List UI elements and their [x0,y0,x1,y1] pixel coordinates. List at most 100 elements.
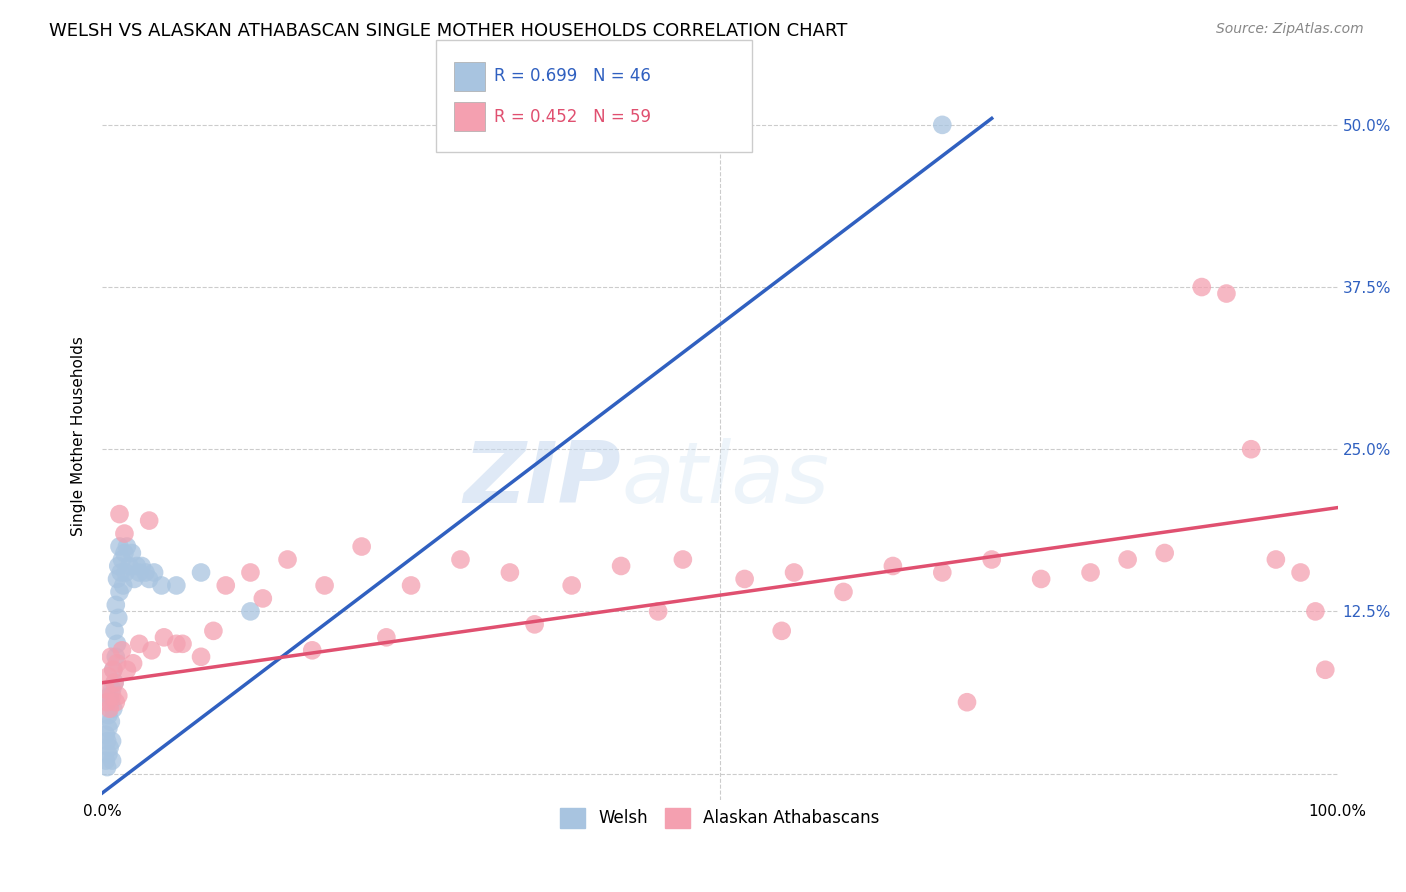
Y-axis label: Single Mother Households: Single Mother Households [72,336,86,536]
Point [96,734,118,748]
Point [122,657,145,671]
Point [101,682,124,697]
Point [1153,546,1175,560]
Point [523,617,546,632]
Point [350,540,373,554]
Point [114,546,136,560]
Point [104,598,127,612]
Point [98,702,121,716]
Point [138,572,160,586]
Point [100,649,122,664]
Point [98,740,121,755]
Point [94,682,117,697]
Point [190,649,212,664]
Text: R = 0.452   N = 59: R = 0.452 N = 59 [494,108,651,126]
Point [252,591,274,606]
Point [239,566,262,580]
Point [96,695,118,709]
Point [103,663,125,677]
Point [141,643,163,657]
Point [97,721,120,735]
Point [734,572,756,586]
Point [153,631,176,645]
Point [128,637,150,651]
Point [100,695,122,709]
Point [1080,566,1102,580]
Point [118,559,141,574]
Point [190,566,212,580]
Point [108,507,131,521]
Point [980,552,1002,566]
Point [215,578,238,592]
Point [165,578,187,592]
Point [1289,566,1312,580]
Point [94,754,117,768]
Text: atlas: atlas [621,438,830,521]
Point [1116,552,1139,566]
Point [101,754,124,768]
Point [301,643,323,657]
Point [111,552,134,566]
Point [115,663,138,677]
Legend: Welsh, Alaskan Athabascans: Welsh, Alaskan Athabascans [554,801,886,835]
Text: Source: ZipAtlas.com: Source: ZipAtlas.com [1216,22,1364,37]
Point [121,546,143,560]
Point [138,514,160,528]
Point [101,734,124,748]
Point [1264,552,1286,566]
Point [111,643,134,657]
Point [770,624,793,638]
Point [107,559,129,574]
Point [124,572,146,586]
Point [956,695,979,709]
Point [97,669,120,683]
Point [882,559,904,574]
Point [1305,604,1327,618]
Point [105,637,128,651]
Point [104,695,127,709]
Point [647,604,669,618]
Point [150,578,173,592]
Point [107,611,129,625]
Point [165,637,187,651]
Text: R = 0.699   N = 46: R = 0.699 N = 46 [494,67,651,85]
Point [1029,572,1052,586]
Point [104,649,127,664]
Point [101,689,124,703]
Point [499,566,522,580]
Point [1215,286,1237,301]
Point [1240,442,1263,457]
Point [239,604,262,618]
Point [134,566,156,580]
Point [115,540,138,554]
Point [98,689,121,703]
Point [128,566,150,580]
Point [108,540,131,554]
Point [103,675,125,690]
Point [108,585,131,599]
Point [1191,280,1213,294]
Point [399,578,422,592]
Point [610,559,633,574]
Point [114,566,136,580]
Point [276,552,298,566]
Point [103,702,125,716]
Point [202,624,225,638]
Point [103,663,125,677]
Point [103,675,125,690]
Point [832,585,855,599]
Point [107,689,129,703]
Point [672,552,695,566]
Point [94,728,117,742]
Point [125,559,148,574]
Point [314,578,336,592]
Text: WELSH VS ALASKAN ATHABASCAN SINGLE MOTHER HOUSEHOLDS CORRELATION CHART: WELSH VS ALASKAN ATHABASCAN SINGLE MOTHE… [49,22,848,40]
Point [97,747,120,761]
Point [931,566,953,580]
Point [96,760,118,774]
Point [172,637,194,651]
Point [97,708,120,723]
Point [114,526,136,541]
Point [105,572,128,586]
Point [100,714,122,729]
